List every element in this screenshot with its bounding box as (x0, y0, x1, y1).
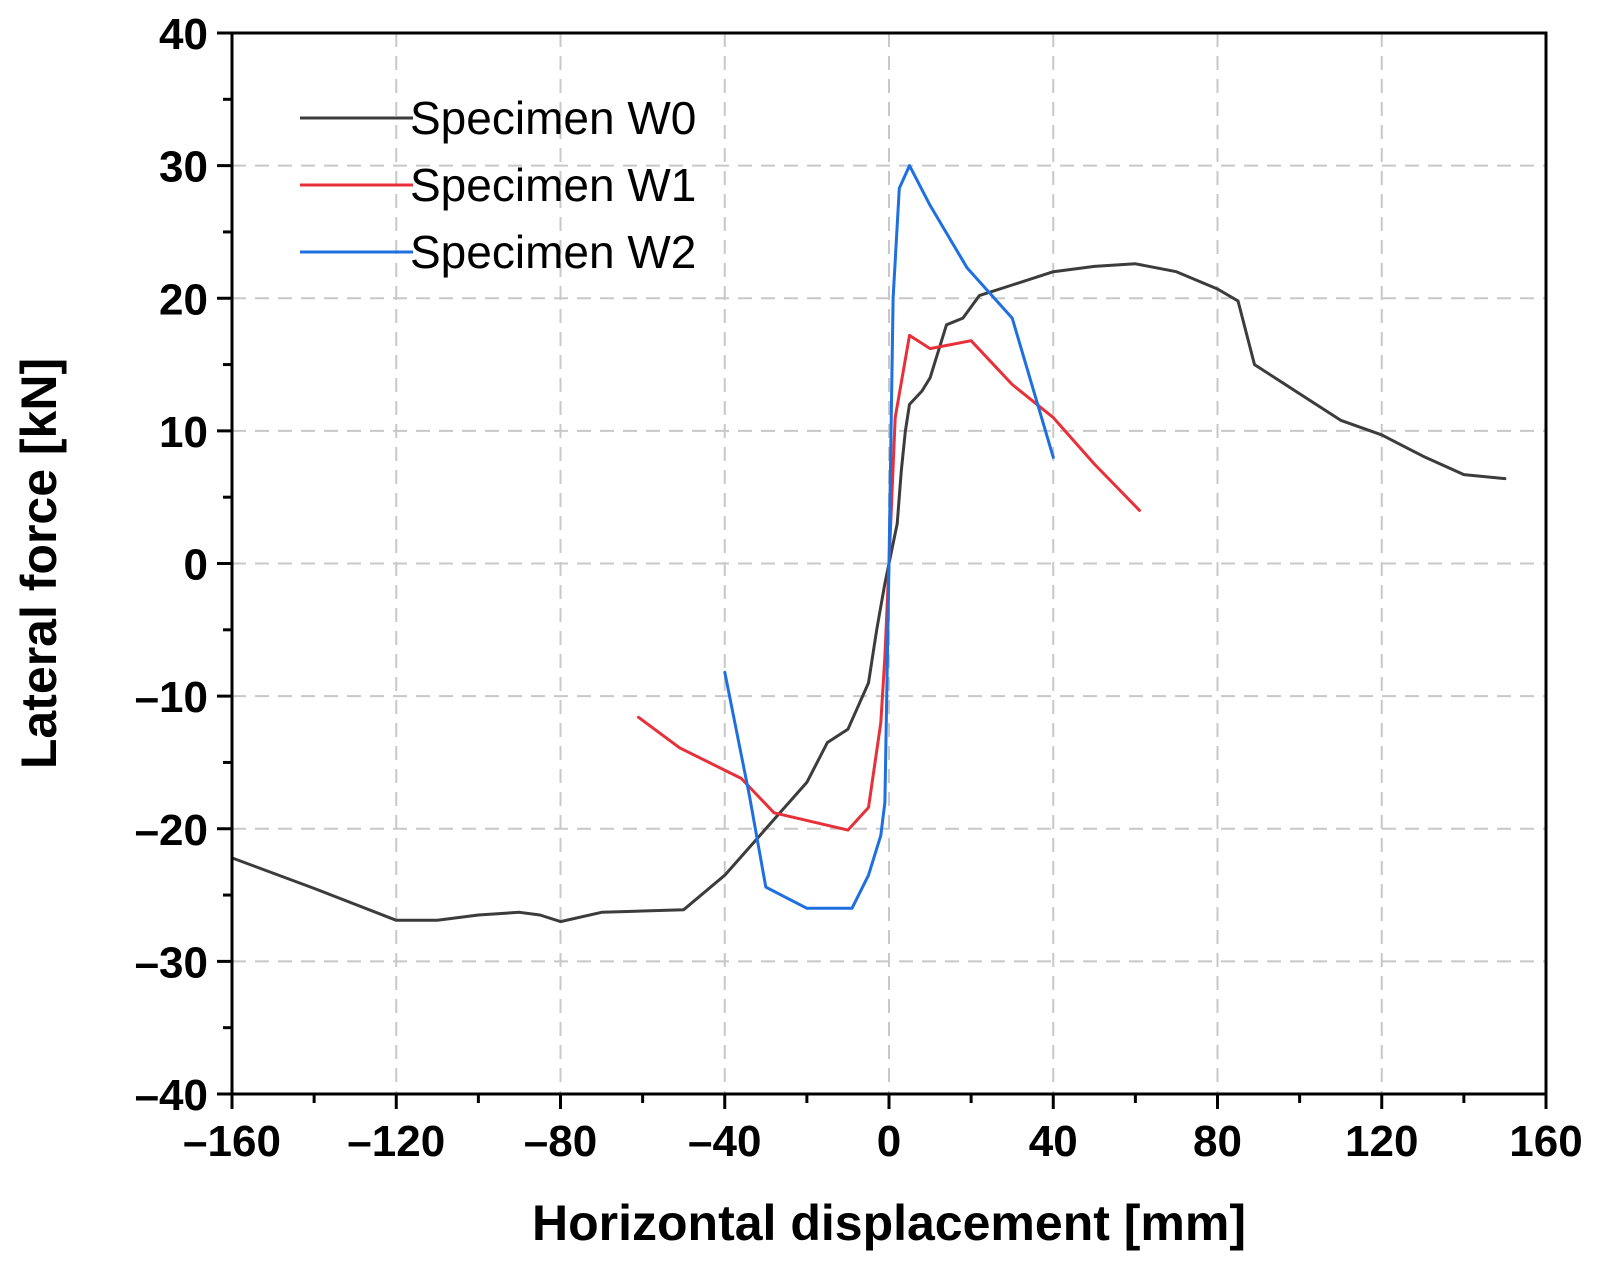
x-tick-label: –160 (183, 1117, 281, 1166)
x-tick-label: –80 (524, 1117, 597, 1166)
y-tick-label: 10 (159, 408, 208, 457)
y-tick-label: 0 (184, 541, 208, 590)
legend-label: Specimen W2 (410, 226, 696, 278)
y-tick-label: 20 (159, 275, 208, 324)
plot-series (230, 164, 1507, 924)
y-tick-label: –20 (135, 806, 208, 855)
y-tick-label: 30 (159, 143, 208, 192)
y-tick-label: –10 (135, 673, 208, 722)
tick-labels: –160 –120 –80 –40 0 40 80 120 160 –40 –30 –20 –10 0 10… (135, 10, 1583, 1166)
legend: Specimen W0 Specimen W1 Specimen W2 (300, 92, 696, 278)
y-tick-label: –30 (135, 938, 208, 987)
axis-ticks (217, 31, 1548, 1109)
series-line-w0 (230, 262, 1507, 924)
legend-label: Specimen W1 (410, 159, 696, 211)
x-axis-title: Horizontal displacement [mm] (532, 1195, 1246, 1251)
x-tick-label: –40 (688, 1117, 761, 1166)
y-tick-label: –40 (135, 1071, 208, 1120)
x-tick-label: 40 (1029, 1117, 1078, 1166)
x-tick-label: 80 (1193, 1117, 1242, 1166)
legend-label: Specimen W0 (410, 92, 696, 144)
x-tick-label: 120 (1345, 1117, 1418, 1166)
y-axis-title: Lateral force [kN] (11, 358, 67, 769)
x-tick-label: 160 (1509, 1117, 1582, 1166)
x-tick-label: –120 (347, 1117, 445, 1166)
series-line-w2 (723, 164, 1055, 910)
x-tick-label: 0 (877, 1117, 901, 1166)
y-tick-label: 40 (159, 10, 208, 59)
